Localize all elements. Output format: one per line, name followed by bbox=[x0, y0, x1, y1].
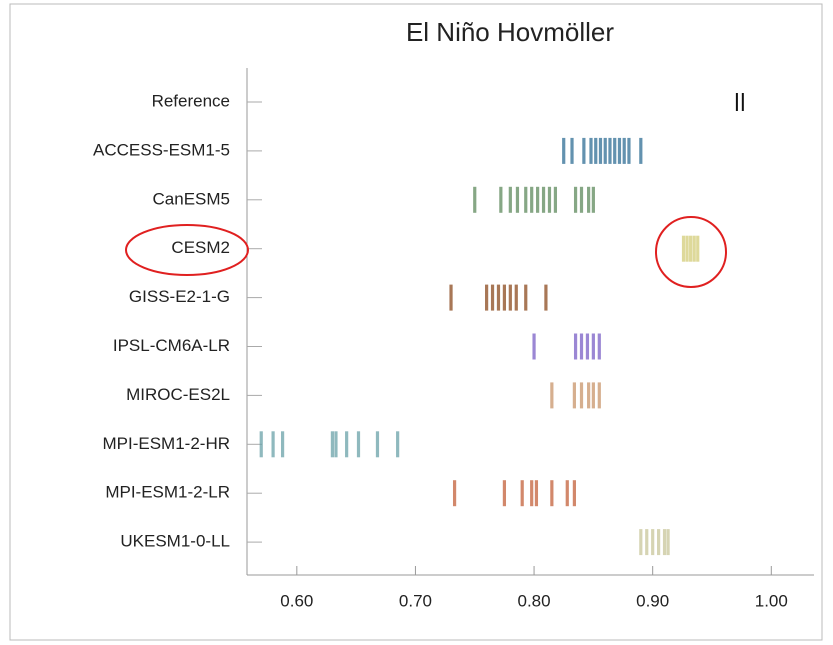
strip-mark bbox=[685, 235, 689, 262]
strip-mark bbox=[572, 382, 576, 409]
strip-mark bbox=[622, 137, 626, 164]
x-tick-label: 0.90 bbox=[636, 591, 669, 610]
strip-mark bbox=[613, 137, 617, 164]
strip-mark bbox=[585, 333, 590, 360]
strip-mark bbox=[520, 480, 524, 507]
strip-mark bbox=[356, 431, 361, 458]
strip-mark bbox=[553, 186, 558, 213]
strip-mark bbox=[573, 333, 578, 360]
strip-mark bbox=[534, 480, 539, 507]
strip-mark bbox=[499, 186, 503, 213]
strip-mark bbox=[598, 137, 603, 164]
strip-mark bbox=[579, 382, 584, 409]
strip-mark bbox=[597, 382, 601, 409]
strip-mark bbox=[579, 186, 584, 213]
strip-mark bbox=[657, 529, 661, 556]
strip-mark bbox=[449, 284, 453, 311]
row-label: IPSL-CM6A-LR bbox=[113, 336, 230, 355]
strip-mark bbox=[591, 333, 595, 360]
strip-mark bbox=[334, 431, 338, 458]
strip-mark bbox=[666, 529, 670, 556]
strip-mark bbox=[591, 382, 595, 409]
x-tick-label: 1.00 bbox=[755, 591, 788, 610]
strip-mark bbox=[508, 284, 512, 311]
strip-mark bbox=[579, 333, 584, 360]
strip-mark bbox=[271, 431, 275, 458]
strip-mark bbox=[594, 137, 598, 164]
strip-mark bbox=[280, 431, 285, 458]
strip-mark bbox=[572, 480, 576, 507]
row-label: UKESM1-0-LL bbox=[120, 532, 230, 551]
strip-mark bbox=[530, 480, 534, 507]
strip-mark bbox=[639, 529, 643, 556]
strip-mark bbox=[541, 186, 546, 213]
strip-mark bbox=[696, 235, 700, 262]
row-label: CESM2 bbox=[171, 238, 230, 257]
strip-mark bbox=[587, 382, 591, 409]
row-label: CanESM5 bbox=[153, 189, 230, 208]
strip-mark bbox=[562, 137, 566, 164]
strip-mark bbox=[490, 284, 495, 311]
strip-mark bbox=[573, 186, 578, 213]
strip-mark bbox=[587, 186, 591, 213]
strip-mark bbox=[591, 186, 595, 213]
strip-mark bbox=[627, 137, 631, 164]
strip-mark bbox=[375, 431, 380, 458]
strip-mark bbox=[473, 186, 477, 213]
strip-mark bbox=[603, 137, 607, 164]
strip-mark bbox=[741, 93, 744, 111]
row-label: MPI-ESM1-2-HR bbox=[102, 434, 230, 453]
strip-mark bbox=[544, 284, 548, 311]
strip-mark bbox=[485, 284, 489, 311]
strip-mark bbox=[608, 137, 612, 164]
strip-mark bbox=[547, 186, 552, 213]
strip-mark bbox=[550, 480, 554, 507]
strip-mark bbox=[530, 186, 534, 213]
strip-mark bbox=[330, 431, 335, 458]
strip-mark bbox=[639, 137, 643, 164]
strip-mark bbox=[645, 529, 649, 556]
row-label: ACCESS-ESM1-5 bbox=[93, 140, 230, 159]
strip-mark bbox=[570, 137, 574, 164]
strip-mark bbox=[689, 235, 693, 262]
strip-mark bbox=[396, 431, 400, 458]
strip-mark bbox=[452, 480, 457, 507]
figure-border bbox=[9, 3, 823, 641]
strip-mark bbox=[651, 529, 655, 556]
strip-mark bbox=[597, 333, 601, 360]
strip-mark bbox=[502, 480, 507, 507]
strip-mark bbox=[345, 431, 349, 458]
row-label: MIROC-ES2L bbox=[126, 385, 230, 404]
strip-mark bbox=[735, 93, 738, 111]
strip-mark bbox=[524, 186, 528, 213]
strip-mark bbox=[582, 137, 586, 164]
strip-mark bbox=[662, 529, 667, 556]
highlight-circle bbox=[655, 216, 727, 288]
strip-mark bbox=[259, 431, 263, 458]
strip-mark bbox=[496, 284, 501, 311]
strip-mark bbox=[532, 333, 536, 360]
highlight-circle bbox=[125, 224, 249, 276]
x-tick-label: 0.60 bbox=[280, 591, 313, 610]
strip-mark bbox=[589, 137, 593, 164]
strip-mark bbox=[536, 186, 540, 213]
x-tick-label: 0.80 bbox=[518, 591, 551, 610]
strip-mark bbox=[515, 186, 520, 213]
strip-mark bbox=[692, 235, 696, 262]
strip-mark bbox=[502, 284, 507, 311]
row-label: Reference bbox=[152, 91, 230, 110]
strip-mark bbox=[565, 480, 569, 507]
strip-mark bbox=[524, 284, 528, 311]
row-label: GISS-E2-1-G bbox=[129, 287, 230, 306]
row-label: MPI-ESM1-2-LR bbox=[105, 483, 230, 502]
strip-mark bbox=[550, 382, 554, 409]
strip-mark bbox=[514, 284, 518, 311]
strip-mark bbox=[617, 137, 622, 164]
chart-title: El Niño Hovmöller bbox=[406, 17, 614, 47]
strip-mark bbox=[508, 186, 512, 213]
strip-mark bbox=[681, 235, 686, 262]
x-tick-label: 0.70 bbox=[399, 591, 432, 610]
